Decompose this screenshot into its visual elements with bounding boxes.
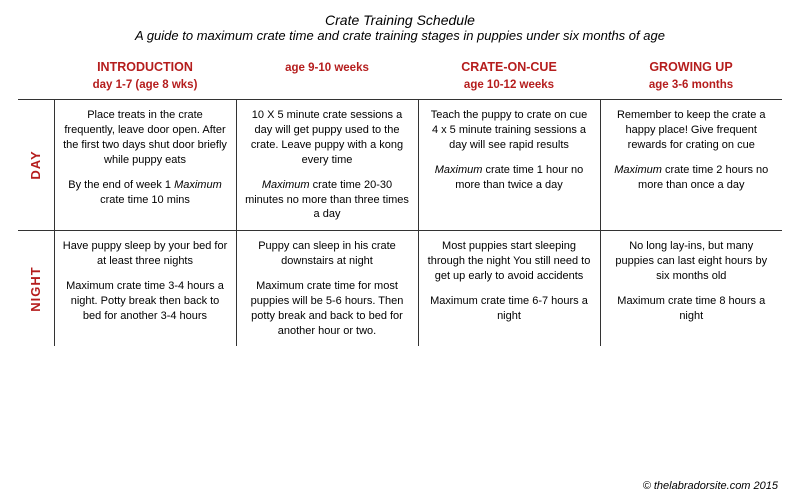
- cell-max: Maximum crate time 1 hour no more than t…: [427, 163, 592, 193]
- cell-day-1: 10 X 5 minute crate sessions a day will …: [236, 100, 418, 231]
- stage-age: age 10-12 weeks: [426, 78, 592, 94]
- cell-text: Most puppies start sleeping through the …: [427, 239, 592, 284]
- stage-header: age 9-10 weeks: [236, 53, 418, 100]
- cell-day-3: Remember to keep the crate a happy place…: [600, 100, 782, 231]
- copyright-text: © thelabradorsite.com 2015: [643, 480, 778, 492]
- cell-night-0: Have puppy sleep by your bed for at leas…: [54, 231, 236, 347]
- stage-header: GROWING UP age 3-6 months: [600, 53, 782, 100]
- day-row: DAY Place treats in the crate frequently…: [18, 100, 782, 231]
- cell-max: Maximum crate time 3-4 hours a night. Po…: [63, 279, 228, 324]
- stage-header: CRATE-ON-CUE age 10-12 weeks: [418, 53, 600, 100]
- cell-max: Maximum crate time 8 hours a night: [609, 294, 775, 324]
- page-title: Crate Training Schedule: [18, 12, 782, 28]
- stage-age: day 1-7 (age 8 wks): [62, 78, 228, 94]
- cell-night-1: Puppy can sleep in his crate downstairs …: [236, 231, 418, 347]
- title-block: Crate Training Schedule A guide to maxim…: [18, 12, 782, 43]
- page-subtitle: A guide to maximum crate time and crate …: [18, 28, 782, 43]
- schedule-table: INTRODUCTION day 1-7 (age 8 wks) age 9-1…: [18, 53, 782, 346]
- table-header-row: INTRODUCTION day 1-7 (age 8 wks) age 9-1…: [18, 53, 782, 100]
- cell-max: By the end of week 1 Maximum crate time …: [63, 178, 228, 208]
- cell-text: Have puppy sleep by your bed for at leas…: [63, 239, 228, 269]
- stage-title: INTRODUCTION: [62, 59, 228, 76]
- cell-text: Place treats in the crate frequently, le…: [63, 108, 228, 167]
- row-label-text: DAY: [27, 151, 45, 180]
- cell-max: Maximum crate time for most puppies will…: [245, 279, 410, 338]
- stage-title: GROWING UP: [608, 59, 774, 76]
- corner-cell: [18, 53, 54, 100]
- cell-max: Maximum crate time 20-30 minutes no more…: [245, 178, 410, 223]
- row-label-day: DAY: [18, 100, 54, 231]
- row-label-text: NIGHT: [27, 266, 45, 311]
- cell-text: Remember to keep the crate a happy place…: [609, 108, 775, 153]
- cell-night-3: No long lay-ins, but many puppies can la…: [600, 231, 782, 347]
- night-row: NIGHT Have puppy sleep by your bed for a…: [18, 231, 782, 347]
- cell-day-2: Teach the puppy to crate on cue 4 x 5 mi…: [418, 100, 600, 231]
- row-label-night: NIGHT: [18, 231, 54, 347]
- cell-night-2: Most puppies start sleeping through the …: [418, 231, 600, 347]
- cell-day-0: Place treats in the crate frequently, le…: [54, 100, 236, 231]
- cell-text: Teach the puppy to crate on cue 4 x 5 mi…: [427, 108, 592, 153]
- cell-text: 10 X 5 minute crate sessions a day will …: [245, 108, 410, 167]
- stage-age: age 9-10 weeks: [244, 61, 410, 77]
- stage-age: age 3-6 months: [608, 78, 774, 94]
- cell-text: No long lay-ins, but many puppies can la…: [609, 239, 775, 284]
- stage-header: INTRODUCTION day 1-7 (age 8 wks): [54, 53, 236, 100]
- stage-title: CRATE-ON-CUE: [426, 59, 592, 76]
- cell-max: Maximum crate time 6-7 hours a night: [427, 294, 592, 324]
- cell-text: Puppy can sleep in his crate downstairs …: [245, 239, 410, 269]
- cell-max: Maximum crate time 2 hours no more than …: [609, 163, 775, 193]
